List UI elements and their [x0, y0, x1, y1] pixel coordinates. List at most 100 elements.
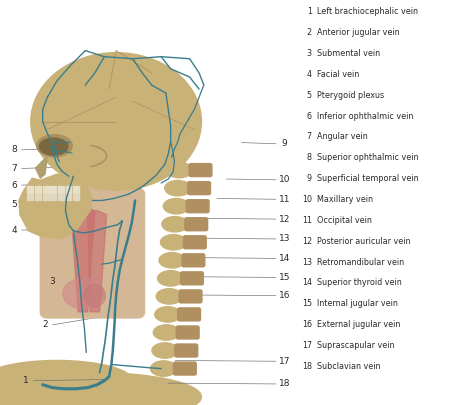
Text: Anterior jugular vein: Anterior jugular vein	[317, 28, 399, 37]
Text: 9: 9	[282, 139, 287, 148]
Bar	[51, 186, 56, 193]
Bar	[35, 194, 41, 200]
Text: Facial vein: Facial vein	[317, 70, 359, 79]
Ellipse shape	[156, 289, 182, 304]
Text: 1: 1	[307, 7, 312, 16]
Text: Superior thyroid vein: Superior thyroid vein	[317, 279, 401, 288]
Bar	[58, 194, 64, 200]
Text: 7: 7	[307, 132, 312, 141]
Text: 6: 6	[307, 112, 312, 121]
FancyBboxPatch shape	[176, 326, 199, 339]
Bar	[43, 194, 48, 200]
Text: Occipital vein: Occipital vein	[317, 216, 372, 225]
Text: 6: 6	[11, 181, 17, 190]
Ellipse shape	[63, 279, 103, 309]
FancyBboxPatch shape	[173, 362, 196, 375]
Text: 5: 5	[11, 200, 17, 209]
Text: 12: 12	[302, 237, 312, 246]
Text: Retromandibular vein: Retromandibular vein	[317, 258, 404, 266]
Ellipse shape	[0, 360, 133, 401]
Text: 15: 15	[279, 273, 290, 282]
FancyBboxPatch shape	[183, 236, 206, 249]
Ellipse shape	[39, 138, 68, 155]
FancyBboxPatch shape	[185, 218, 208, 231]
Text: 10: 10	[279, 175, 290, 184]
Text: 12: 12	[279, 215, 290, 224]
Polygon shape	[88, 211, 107, 312]
Ellipse shape	[155, 307, 181, 322]
Text: Superficial temporal vein: Superficial temporal vein	[317, 174, 418, 183]
Polygon shape	[36, 156, 47, 178]
Text: 4: 4	[11, 226, 17, 234]
Text: Angular vein: Angular vein	[317, 132, 367, 141]
Text: 11: 11	[279, 195, 290, 204]
FancyBboxPatch shape	[179, 290, 202, 303]
Ellipse shape	[0, 373, 201, 405]
FancyBboxPatch shape	[40, 188, 145, 318]
Text: Internal jugular vein: Internal jugular vein	[317, 299, 398, 308]
Text: 11: 11	[302, 216, 312, 225]
Bar	[43, 186, 48, 193]
Ellipse shape	[165, 181, 191, 196]
Bar	[66, 194, 72, 200]
Text: 10: 10	[302, 195, 312, 204]
Ellipse shape	[163, 198, 189, 214]
Ellipse shape	[166, 162, 192, 178]
Text: 16: 16	[302, 320, 312, 329]
Text: 2: 2	[307, 28, 312, 37]
Ellipse shape	[37, 134, 72, 157]
Text: 17: 17	[302, 341, 312, 350]
Ellipse shape	[153, 325, 179, 340]
FancyBboxPatch shape	[175, 344, 198, 357]
FancyBboxPatch shape	[188, 182, 210, 195]
Ellipse shape	[157, 271, 183, 286]
Text: 8: 8	[307, 153, 312, 162]
Ellipse shape	[160, 234, 186, 250]
Text: 13: 13	[302, 258, 312, 266]
Text: 15: 15	[302, 299, 312, 308]
Text: 18: 18	[279, 379, 290, 388]
Text: Posterior auricular vein: Posterior auricular vein	[317, 237, 410, 246]
Text: 7: 7	[11, 164, 17, 173]
Bar	[73, 194, 79, 200]
Ellipse shape	[31, 53, 201, 190]
Text: 14: 14	[279, 254, 290, 263]
Text: 3: 3	[307, 49, 312, 58]
Bar	[27, 186, 33, 193]
Bar	[66, 186, 72, 193]
Text: Inferior ophthalmic vein: Inferior ophthalmic vein	[317, 112, 413, 121]
Text: Submental vein: Submental vein	[317, 49, 380, 58]
Ellipse shape	[162, 217, 188, 232]
Text: Left brachiocephalic vein: Left brachiocephalic vein	[317, 7, 418, 16]
Polygon shape	[71, 207, 95, 312]
Polygon shape	[19, 174, 92, 239]
Text: 5: 5	[307, 91, 312, 100]
Text: 1: 1	[23, 376, 29, 385]
FancyBboxPatch shape	[186, 200, 209, 213]
Ellipse shape	[84, 284, 105, 307]
FancyBboxPatch shape	[182, 254, 205, 267]
Text: 13: 13	[279, 234, 290, 243]
Text: 18: 18	[302, 362, 312, 371]
Bar	[58, 186, 64, 193]
Bar	[51, 194, 56, 200]
Text: 2: 2	[42, 320, 48, 329]
Text: 3: 3	[49, 277, 55, 286]
Text: Superior ophthalmic vein: Superior ophthalmic vein	[317, 153, 418, 162]
Text: Suprascapular vein: Suprascapular vein	[317, 341, 394, 350]
Text: Maxillary vein: Maxillary vein	[317, 195, 373, 204]
Text: External jugular vein: External jugular vein	[317, 320, 400, 329]
Text: 14: 14	[302, 279, 312, 288]
Bar	[35, 186, 41, 193]
Bar	[73, 186, 79, 193]
Text: 8: 8	[11, 145, 17, 154]
Ellipse shape	[152, 343, 178, 358]
Text: 16: 16	[279, 291, 290, 300]
Text: 17: 17	[279, 357, 290, 366]
Ellipse shape	[151, 361, 176, 376]
Ellipse shape	[159, 253, 185, 268]
Text: 9: 9	[307, 174, 312, 183]
FancyBboxPatch shape	[181, 272, 203, 285]
Bar	[27, 194, 33, 200]
Text: Pterygoid plexus: Pterygoid plexus	[317, 91, 384, 100]
